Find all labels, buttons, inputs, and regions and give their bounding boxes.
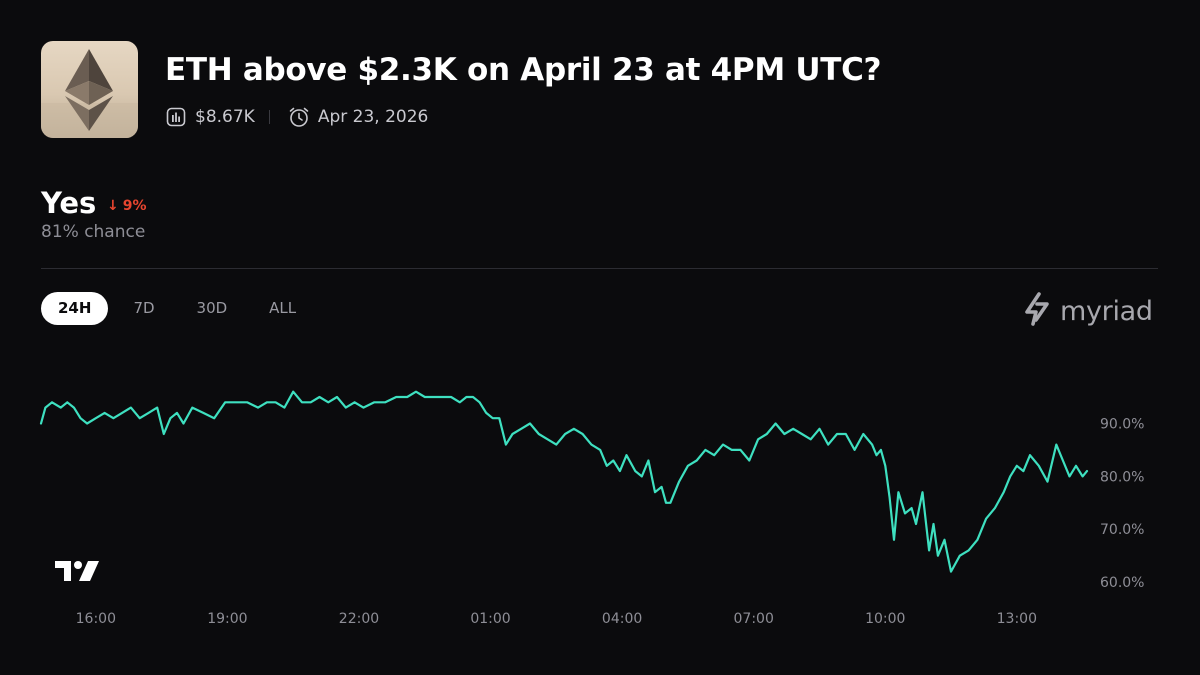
y-tick-label: 80.0% bbox=[1100, 469, 1144, 485]
tab-30d[interactable]: 30D bbox=[196, 299, 228, 317]
x-tick-label: 07:00 bbox=[734, 611, 774, 627]
divider bbox=[41, 268, 1158, 269]
ethereum-logo bbox=[41, 41, 138, 138]
x-tick-label: 22:00 bbox=[339, 611, 379, 627]
market-meta: $8.67K Apr 23, 2026 bbox=[165, 104, 428, 130]
x-tick-label: 04:00 bbox=[602, 611, 642, 627]
meta-divider bbox=[268, 110, 270, 124]
y-tick-label: 90.0% bbox=[1100, 416, 1144, 432]
range-tabs: 24H 7D 30D ALL bbox=[41, 292, 321, 325]
myriad-logo-icon bbox=[1022, 292, 1052, 330]
tab-all[interactable]: ALL bbox=[269, 299, 297, 317]
x-tick-label: 01:00 bbox=[470, 611, 510, 627]
myriad-brand: myriad bbox=[1022, 292, 1153, 330]
price-change: ↓ 9% bbox=[107, 198, 147, 214]
x-tick-label: 16:00 bbox=[76, 611, 116, 627]
volume-value: $8.67K bbox=[195, 107, 255, 127]
tab-24h[interactable]: 24H bbox=[41, 292, 109, 325]
x-tick-label: 13:00 bbox=[997, 611, 1037, 627]
x-tick-label: 10:00 bbox=[865, 611, 905, 627]
price-change-value: 9% bbox=[122, 198, 147, 214]
y-tick-label: 70.0% bbox=[1100, 522, 1144, 538]
end-date: Apr 23, 2026 bbox=[317, 107, 429, 127]
brand-name: myriad bbox=[1060, 295, 1153, 327]
market-title: ETH above $2.3K on April 23 at 4PM UTC? bbox=[165, 52, 882, 88]
chance-text: 81% chance bbox=[41, 222, 146, 242]
outcome-label: Yes bbox=[41, 186, 97, 220]
y-tick-label: 60.0% bbox=[1100, 575, 1144, 591]
series-line bbox=[39, 390, 1089, 573]
bar-chart-icon bbox=[165, 106, 187, 128]
tab-7d[interactable]: 7D bbox=[133, 299, 155, 317]
tradingview-logo bbox=[55, 559, 101, 587]
x-tick-label: 19:00 bbox=[207, 611, 247, 627]
arrow-down-icon: ↓ bbox=[107, 198, 119, 214]
alarm-clock-icon bbox=[288, 106, 310, 128]
